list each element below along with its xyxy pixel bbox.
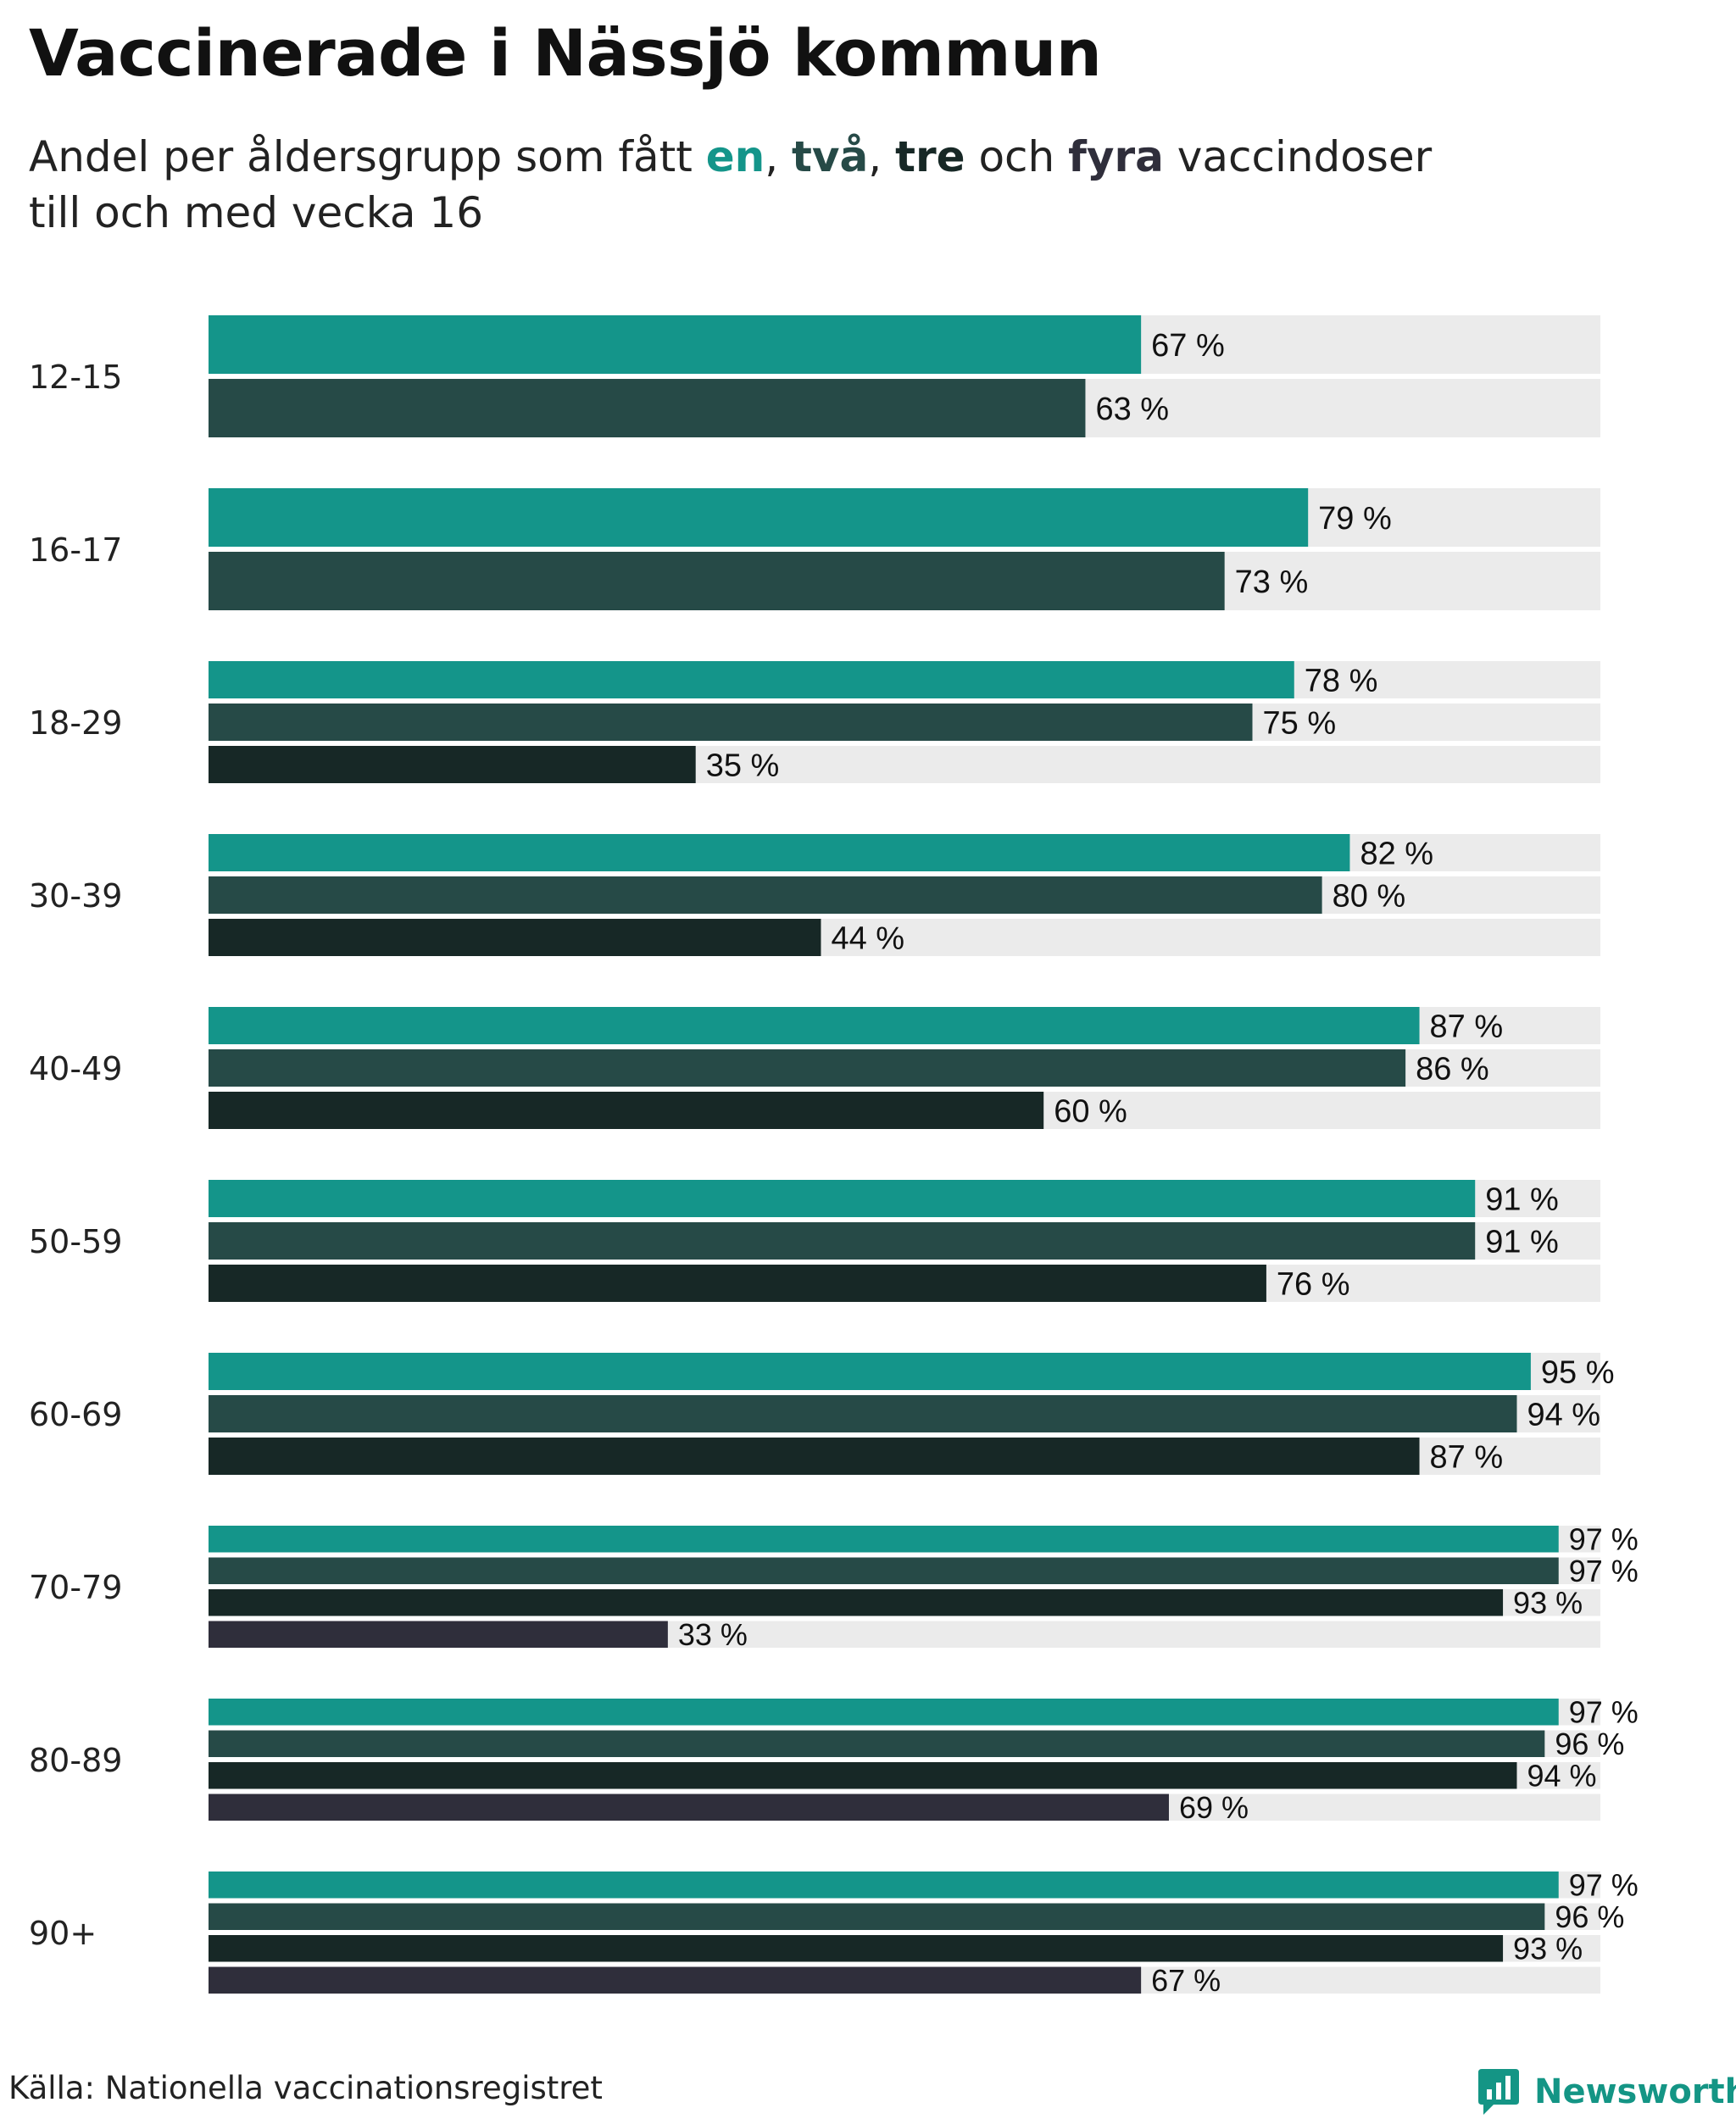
- data-label: 67 %: [1151, 1963, 1221, 1998]
- newsworthy-logo-icon: [1478, 2069, 1519, 2115]
- subtitle-sep1: ,: [765, 132, 793, 181]
- bar-dose2: [209, 552, 1225, 610]
- bar-dose3: [209, 1589, 1504, 1616]
- data-label: 86 %: [1416, 1052, 1489, 1087]
- chart-title: Vaccinerade i Nässjö kommun: [29, 15, 1102, 91]
- subtitle-sep2: ,: [868, 132, 896, 181]
- bar-dose3: [209, 1762, 1517, 1789]
- chart-subtitle: Andel per åldersgrupp som fått en, två, …: [29, 129, 1555, 241]
- category-label: 30-39: [29, 877, 122, 915]
- data-label: 78 %: [1305, 664, 1378, 699]
- category-label: 80-89: [29, 1742, 122, 1779]
- data-label: 95 %: [1541, 1355, 1615, 1391]
- data-label: 76 %: [1277, 1267, 1350, 1303]
- bar-dose2: [209, 1395, 1517, 1432]
- data-label: 93 %: [1513, 1586, 1583, 1621]
- data-label: 79 %: [1318, 501, 1392, 537]
- data-label: 87 %: [1430, 1440, 1504, 1476]
- bar-dose3: [209, 919, 821, 956]
- bar-dose1: [209, 661, 1294, 698]
- bar-dose2: [209, 876, 1322, 914]
- data-label: 69 %: [1179, 1790, 1249, 1825]
- bar-dose2: [209, 1049, 1406, 1087]
- category-label: 50-59: [29, 1223, 122, 1260]
- bar-dose4: [209, 1621, 668, 1648]
- bar-dose1: [209, 315, 1142, 374]
- brand-name: Newsworthy: [1534, 2072, 1736, 2111]
- data-label: 33 %: [678, 1617, 748, 1652]
- bar-dose1: [209, 1699, 1559, 1726]
- bar-dose3: [209, 746, 696, 783]
- brand-logo: Newsworthy: [1475, 2066, 1736, 2117]
- data-label: 87 %: [1430, 1009, 1504, 1045]
- bar-dose1: [209, 1872, 1559, 1899]
- category-label: 60-69: [29, 1396, 122, 1433]
- legend-dose1: en: [705, 132, 765, 181]
- legend-dose3: tre: [895, 132, 965, 181]
- data-label: 67 %: [1151, 328, 1225, 364]
- legend-dose2: två: [792, 132, 869, 181]
- bar-dose2: [209, 1557, 1559, 1584]
- data-label: 80 %: [1333, 879, 1406, 915]
- data-label: 97 %: [1569, 1554, 1639, 1588]
- bar-dose3: [209, 1092, 1044, 1129]
- category-label: 40-49: [29, 1050, 122, 1087]
- data-label: 97 %: [1569, 1522, 1639, 1557]
- bar-dose4: [209, 1794, 1169, 1821]
- data-label: 91 %: [1485, 1225, 1559, 1260]
- bar-dose1: [209, 1180, 1476, 1217]
- data-label: 96 %: [1555, 1727, 1624, 1761]
- bar-dose4: [209, 1966, 1142, 1994]
- subtitle-sep3: och: [965, 132, 1069, 181]
- bar-dose2: [209, 379, 1086, 437]
- data-label: 73 %: [1235, 565, 1309, 600]
- bar-dose2: [209, 1903, 1545, 1930]
- data-label: 44 %: [831, 921, 904, 957]
- bar-dose1: [209, 1353, 1531, 1390]
- data-label: 94 %: [1527, 1398, 1600, 1433]
- data-label: 60 %: [1054, 1094, 1127, 1130]
- data-label: 97 %: [1569, 1695, 1639, 1730]
- bar-dose1: [209, 1526, 1559, 1553]
- legend-dose4: fyra: [1068, 132, 1164, 181]
- bar-chart: 12-15 67 % 63 % 16-17 79 % 73 % 18-29 78 % 75 % 3…: [29, 315, 1639, 1998]
- data-label: 35 %: [706, 748, 780, 784]
- subtitle-suffix: vaccindoser: [1163, 132, 1433, 181]
- source-note: Källa: Nationella vaccinationsregistret: [8, 2070, 603, 2106]
- data-label: 97 %: [1569, 1868, 1639, 1903]
- bar-dose2: [209, 1222, 1476, 1260]
- bar-dose1: [209, 1007, 1420, 1044]
- data-label: 75 %: [1263, 706, 1337, 742]
- data-label: 94 %: [1527, 1759, 1596, 1794]
- category-label: 90+: [29, 1915, 97, 1952]
- category-label: 70-79: [29, 1569, 122, 1606]
- category-label: 12-15: [29, 359, 122, 396]
- category-label: 18-29: [29, 704, 122, 742]
- data-label: 91 %: [1485, 1182, 1559, 1218]
- category-label: 16-17: [29, 531, 122, 569]
- bar-dose1: [209, 834, 1350, 871]
- data-label: 63 %: [1095, 392, 1169, 427]
- bar-dose2: [209, 704, 1253, 741]
- bar-dose3: [209, 1438, 1420, 1475]
- data-label: 96 %: [1555, 1899, 1624, 1934]
- bar-dose2: [209, 1730, 1545, 1757]
- subtitle-prefix: Andel per åldersgrupp som fått: [29, 132, 706, 181]
- bar-dose1: [209, 488, 1309, 547]
- data-label: 93 %: [1513, 1932, 1583, 1966]
- subtitle-line2: till och med vecka 16: [29, 188, 484, 237]
- data-label: 82 %: [1360, 837, 1433, 872]
- bar-dose3: [209, 1265, 1266, 1302]
- bar-dose3: [209, 1935, 1504, 1962]
